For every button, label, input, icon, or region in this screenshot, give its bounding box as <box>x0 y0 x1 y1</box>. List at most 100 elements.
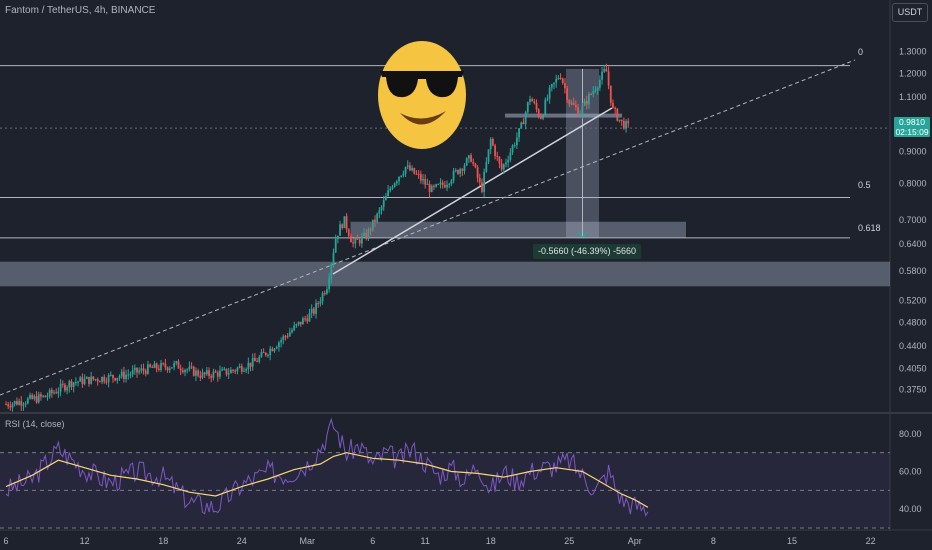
candle-body <box>378 210 381 214</box>
candle-body <box>96 379 99 382</box>
candle-body <box>262 352 265 354</box>
candle-body <box>53 392 55 394</box>
candle-body <box>326 289 328 294</box>
candle-body <box>605 69 608 72</box>
candle-body <box>88 377 90 384</box>
candle-body <box>232 369 234 371</box>
candle-body <box>496 155 499 157</box>
candle-body <box>42 395 45 397</box>
candle-body <box>550 84 553 88</box>
candle-body <box>596 87 599 91</box>
candle-body <box>35 396 38 403</box>
candle-body <box>256 361 258 363</box>
candle-body <box>133 367 136 371</box>
candle-body <box>214 371 217 373</box>
time-tick-10: 8 <box>711 536 716 546</box>
candle-body <box>85 377 88 379</box>
candle-body <box>123 371 125 379</box>
candle-body <box>7 404 10 407</box>
rsi-ma-line <box>5 452 649 508</box>
candle-body <box>136 367 138 373</box>
candle-body <box>66 387 69 391</box>
candle-body <box>570 102 573 105</box>
candle-body <box>546 98 549 100</box>
candle-body <box>439 182 442 185</box>
candle-body <box>422 178 424 181</box>
candle-body <box>579 113 582 116</box>
candle-body <box>216 372 219 377</box>
candle-body <box>376 213 379 222</box>
fib-label-0: 0 <box>858 47 864 57</box>
candle-body <box>236 367 239 372</box>
candle-body <box>306 318 309 322</box>
candle-body <box>561 78 564 84</box>
candle-body <box>125 374 127 379</box>
candle-body <box>433 185 435 187</box>
measure-label: -0.5660 (-46.39%) -5660 <box>533 244 642 259</box>
candle-body <box>332 252 335 265</box>
candle-body <box>465 158 468 166</box>
price-tick-8: 0.5200 <box>899 296 927 306</box>
candle-body <box>369 229 372 231</box>
candle-body <box>205 370 208 375</box>
candle-body <box>435 184 438 187</box>
candle-body <box>315 303 317 314</box>
candle-body <box>511 145 514 153</box>
candle-body <box>398 176 400 182</box>
candle-body <box>588 93 590 105</box>
candle-body <box>500 163 503 170</box>
candle-body <box>404 166 407 174</box>
candle-body <box>446 184 448 188</box>
candle-body <box>485 162 488 172</box>
time-tick-3: 24 <box>237 536 247 546</box>
rsi-tick-2: 40.00 <box>899 504 922 514</box>
candle-body <box>90 376 93 384</box>
candle-body <box>160 363 162 370</box>
candle-body <box>107 374 110 383</box>
candle-body <box>321 293 324 302</box>
candle-body <box>44 395 47 398</box>
candle-body <box>275 347 278 349</box>
last-price-timer: 02:15:09 <box>895 127 929 137</box>
candle-body <box>18 401 20 405</box>
candle-body <box>164 363 167 368</box>
time-tick-0: 6 <box>3 536 8 546</box>
candle-body <box>171 367 173 369</box>
candle-body <box>494 145 496 156</box>
candle-body <box>371 219 374 231</box>
currency-button[interactable]: USDT <box>892 3 928 22</box>
rsi-tick-1: 60.00 <box>899 467 922 477</box>
time-tick-5: 6 <box>370 536 375 546</box>
candle-body <box>352 242 355 244</box>
candle-body <box>177 361 180 369</box>
candle-body <box>502 164 505 170</box>
dashed-trendline <box>0 59 856 396</box>
candle-body <box>288 332 291 337</box>
candle-body <box>341 224 344 228</box>
candle-body <box>251 357 254 367</box>
candle-body <box>308 313 311 322</box>
candle-body <box>109 374 112 376</box>
candle-body <box>50 389 53 394</box>
candle-body <box>64 384 66 391</box>
candle-body <box>548 87 551 99</box>
candle-body <box>243 370 245 372</box>
candle-body <box>385 196 387 201</box>
candle-body <box>114 378 117 381</box>
rsi-tick-0: 80.00 <box>899 429 922 439</box>
candle-body <box>201 372 204 378</box>
candle-body <box>343 216 346 228</box>
candle-body <box>457 170 459 174</box>
candle-body <box>312 308 315 314</box>
price-tick-12: 0.3750 <box>899 384 927 394</box>
candle-body <box>380 206 383 211</box>
time-tick-11: 15 <box>787 536 797 546</box>
candle-body <box>356 238 359 240</box>
candle-body <box>291 330 293 333</box>
candle-body <box>454 170 457 172</box>
candle-body <box>577 107 579 116</box>
candle-body <box>162 363 165 365</box>
candle-body <box>254 357 256 362</box>
